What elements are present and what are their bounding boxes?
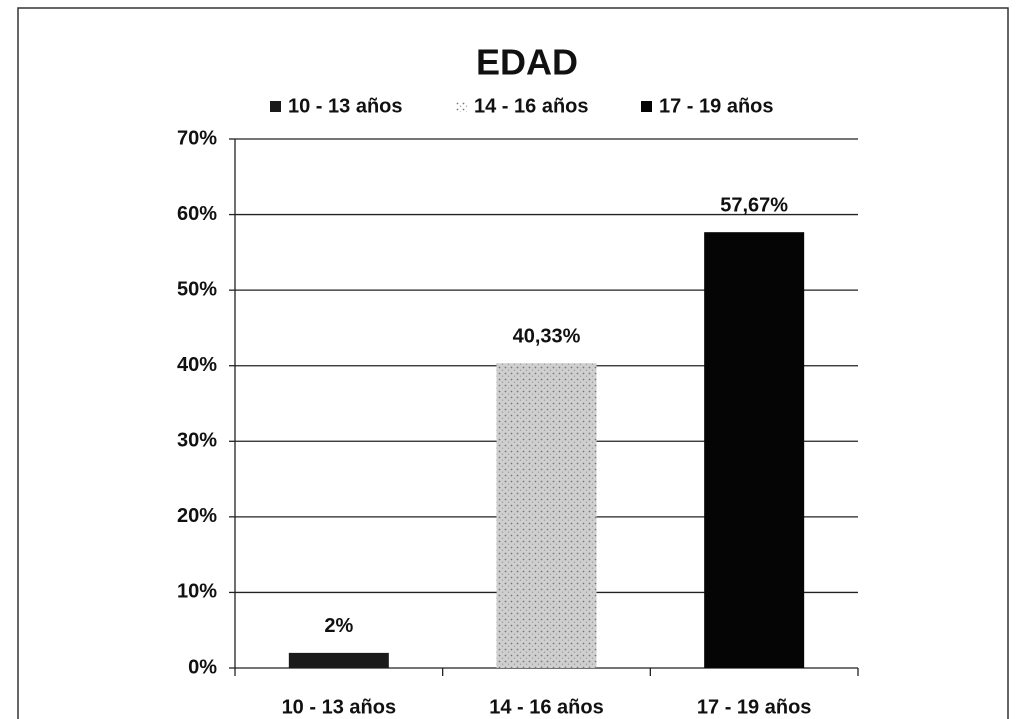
y-tick-label: 0% [188, 656, 217, 678]
y-tick-label: 10% [177, 581, 217, 603]
y-tick-label: 40% [177, 354, 217, 376]
value-label: 40,33% [513, 326, 581, 348]
legend-swatch [456, 101, 467, 112]
value-label: 2% [324, 615, 353, 637]
x-tick-label: 10 - 13 años [282, 696, 397, 718]
chart-frame [17, 7, 1009, 719]
bar [288, 652, 389, 668]
y-tick-label: 30% [177, 430, 217, 452]
legend-swatch [641, 101, 652, 112]
legend-label: 14 - 16 años [474, 95, 589, 117]
y-tick-label: 70% [177, 127, 217, 149]
y-tick-label: 20% [177, 505, 217, 527]
chart-title: EDAD [476, 42, 578, 83]
legend-swatch [270, 101, 281, 112]
y-tick-label: 50% [177, 278, 217, 300]
bar [704, 232, 805, 668]
value-label: 57,67% [720, 194, 788, 216]
bar-texture [496, 363, 597, 668]
y-tick-label: 60% [177, 203, 217, 225]
legend-label: 10 - 13 años [288, 95, 403, 117]
x-tick-label: 14 - 16 años [489, 696, 604, 718]
legend-label: 17 - 19 años [659, 95, 774, 117]
x-tick-label: 17 - 19 años [697, 696, 812, 718]
